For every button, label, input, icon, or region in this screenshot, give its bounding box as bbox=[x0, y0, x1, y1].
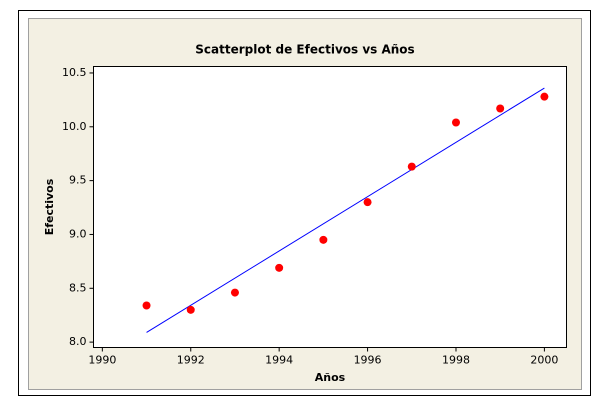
x-tick-label: 1994 bbox=[265, 354, 293, 367]
point bbox=[142, 301, 151, 310]
x-tick-label: 1996 bbox=[354, 354, 382, 367]
point bbox=[407, 162, 416, 171]
x-tick-label: 1998 bbox=[442, 354, 470, 367]
fit-line bbox=[146, 87, 545, 333]
point bbox=[319, 235, 328, 244]
point bbox=[363, 198, 372, 207]
x-tick-label: 1992 bbox=[177, 354, 205, 367]
point bbox=[186, 305, 195, 314]
x-tick-label: 1990 bbox=[88, 354, 116, 367]
y-tick-label: 8.0 bbox=[69, 335, 87, 348]
point bbox=[275, 263, 284, 272]
plot-area bbox=[93, 66, 567, 348]
y-axis-label: Efectivos bbox=[43, 178, 56, 235]
point bbox=[496, 104, 505, 113]
x-tick-label: 2000 bbox=[530, 354, 558, 367]
y-tick-label: 8.5 bbox=[69, 281, 87, 294]
y-tick-label: 9.5 bbox=[69, 174, 87, 187]
y-tick-label: 10.5 bbox=[62, 66, 87, 79]
point bbox=[230, 288, 239, 297]
chart-title: Scatterplot de Efectivos vs Años bbox=[195, 43, 414, 57]
point bbox=[451, 118, 460, 127]
point bbox=[540, 92, 549, 101]
x-axis-label: Años bbox=[315, 371, 346, 384]
y-tick-label: 9.0 bbox=[69, 227, 87, 240]
y-tick-label: 10.0 bbox=[62, 120, 87, 133]
